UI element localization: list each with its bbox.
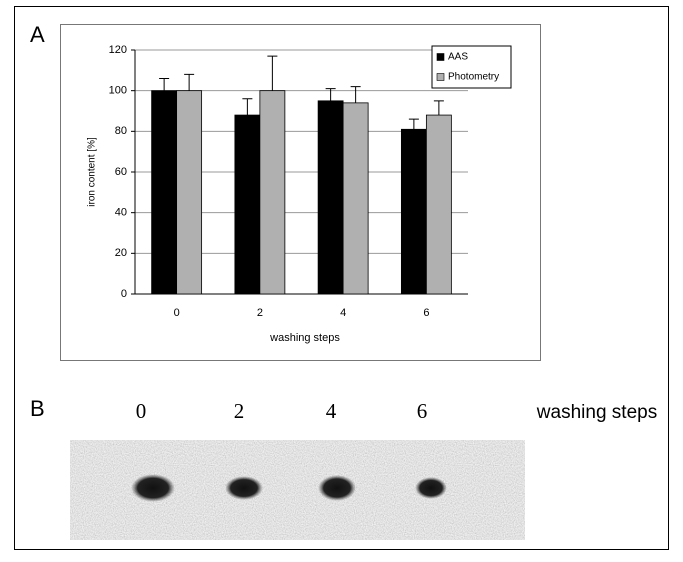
- y-tick-label: 60: [115, 166, 127, 178]
- chart-border: [60, 24, 541, 361]
- plot: 0 20 40 60 80 100 120 0 2 4 6: [109, 44, 468, 319]
- bar: [259, 90, 286, 295]
- legend-label: Photometry: [448, 72, 499, 83]
- bar: [400, 128, 427, 295]
- lane-label: 4: [326, 399, 337, 423]
- lane-label: 2: [234, 399, 245, 423]
- y-axis-label: iron content [%]: [87, 137, 98, 207]
- legend-label: AAS: [448, 52, 468, 63]
- lanes: 0 2 4 6: [131, 399, 447, 502]
- y-tick-label: 100: [109, 85, 127, 97]
- y-tick-label: 20: [115, 247, 127, 259]
- lane-label: 0: [136, 399, 147, 423]
- blot-dot: [415, 477, 447, 499]
- y-tick-label: 0: [121, 288, 127, 300]
- bar: [342, 102, 369, 295]
- panel-label: A: [30, 22, 45, 47]
- figure-border: [14, 6, 669, 550]
- x-tick-label: 6: [423, 307, 429, 319]
- blot-dot: [318, 475, 356, 501]
- x-tick-label: 4: [340, 307, 346, 319]
- lane-label: 6: [417, 399, 428, 423]
- blot-dot: [131, 474, 175, 502]
- y-tick-label: 120: [109, 44, 127, 56]
- x-tick-label: 0: [174, 307, 180, 319]
- bar: [151, 90, 178, 295]
- bar: [234, 114, 261, 295]
- blot-dot: [225, 476, 263, 500]
- error-bar: [184, 73, 195, 91]
- legend: AAS Photometry: [431, 45, 512, 89]
- error-bar: [325, 88, 336, 101]
- legend-box: [431, 45, 512, 89]
- bar: [425, 114, 452, 295]
- panel-label: B: [30, 396, 45, 421]
- error-bar: [242, 98, 253, 116]
- error-bar: [267, 55, 278, 91]
- error-bar: [433, 100, 444, 116]
- legend-swatch: [436, 53, 445, 61]
- legend-swatch: [436, 73, 445, 81]
- error-bar: [350, 86, 361, 103]
- y-tick-label: 80: [115, 125, 127, 137]
- error-bar: [159, 77, 170, 91]
- y-tick-label: 40: [115, 207, 127, 219]
- x-tick-label: 2: [257, 307, 263, 319]
- x-axis-label: washing steps: [269, 332, 340, 344]
- error-bar: [408, 118, 419, 130]
- bar: [317, 100, 344, 295]
- bar: [176, 90, 203, 295]
- lane-axis-label: washing steps: [536, 402, 657, 423]
